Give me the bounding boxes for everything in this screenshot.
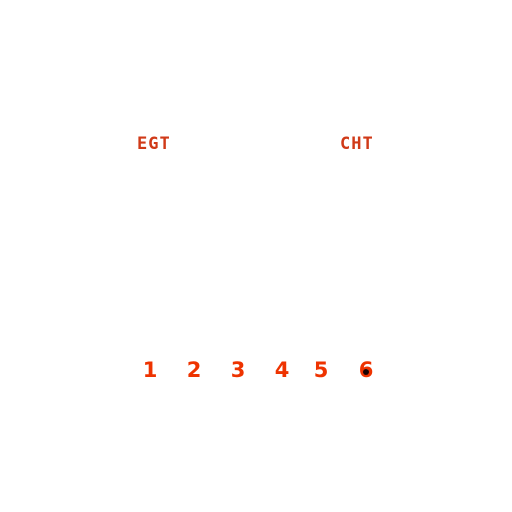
egt-label: EGT <box>137 134 171 154</box>
cylinder-number: 3 <box>230 358 246 382</box>
cylinder-4-button[interactable]: 4 <box>272 360 292 381</box>
cylinder-number: 1 <box>142 358 158 382</box>
cylinder-number: 2 <box>186 358 202 382</box>
cylinder-1-button[interactable]: 1 <box>140 360 160 381</box>
cylinder-number: 4 <box>274 358 290 382</box>
cylinder-5-button[interactable]: 5 <box>311 360 331 381</box>
cylinder-2-button[interactable]: 2 <box>184 360 204 381</box>
cht-label: CHT <box>340 134 374 154</box>
selected-dot-icon <box>363 369 369 375</box>
cylinder-number: 5 <box>313 358 329 382</box>
cylinder-3-button[interactable]: 3 <box>228 360 248 381</box>
cylinder-6-button[interactable]: 6 <box>356 360 376 381</box>
